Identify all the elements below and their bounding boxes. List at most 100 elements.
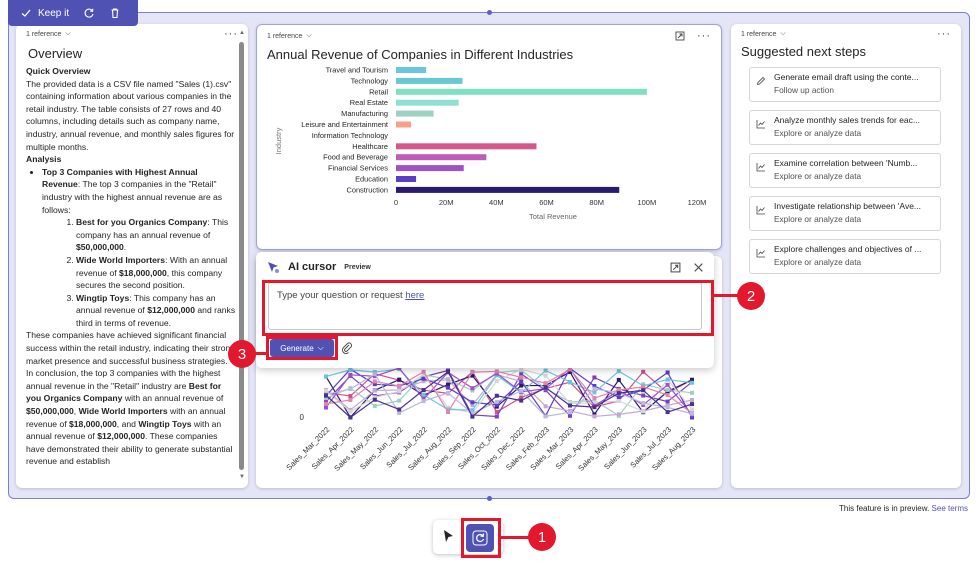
series-line[interactable]: [325, 367, 693, 418]
data-point[interactable]: [665, 387, 670, 392]
data-point[interactable]: [616, 387, 621, 392]
data-point[interactable]: [494, 402, 499, 407]
data-point[interactable]: [519, 388, 524, 393]
data-point[interactable]: [641, 393, 646, 398]
scroll-up-icon[interactable]: ▲: [239, 30, 245, 36]
data-point[interactable]: [665, 410, 670, 415]
data-point[interactable]: [616, 395, 621, 400]
here-link[interactable]: here: [405, 290, 425, 301]
data-point[interactable]: [592, 398, 597, 403]
series-line[interactable]: [325, 369, 693, 417]
data-point[interactable]: [616, 399, 621, 404]
data-point[interactable]: [641, 384, 646, 389]
next-step-item[interactable]: Generate email draft using the conte... F…: [749, 67, 941, 102]
more-options-icon[interactable]: ···: [937, 28, 951, 40]
expand-icon[interactable]: [675, 31, 685, 41]
data-point[interactable]: [592, 375, 597, 380]
data-point[interactable]: [519, 372, 524, 377]
data-point[interactable]: [690, 411, 694, 416]
data-point[interactable]: [372, 403, 377, 408]
data-point[interactable]: [446, 385, 450, 390]
data-point[interactable]: [519, 367, 524, 372]
data-point[interactable]: [446, 369, 450, 374]
pointer-icon[interactable]: [443, 529, 455, 543]
data-point[interactable]: [421, 369, 426, 374]
data-point[interactable]: [592, 383, 597, 388]
data-point[interactable]: [616, 391, 621, 396]
data-point[interactable]: [641, 401, 646, 406]
data-point[interactable]: [348, 394, 353, 399]
data-point[interactable]: [641, 369, 646, 374]
data-point[interactable]: [397, 410, 402, 415]
next-step-item[interactable]: Examine correlation between 'Numb... Expl…: [749, 153, 941, 188]
keep-it-button[interactable]: Keep it: [20, 7, 69, 19]
data-point[interactable]: [421, 372, 426, 377]
series-line[interactable]: [325, 368, 693, 411]
data-point[interactable]: [519, 375, 524, 380]
data-point[interactable]: [324, 399, 328, 404]
resize-handle-bottom[interactable]: [487, 496, 492, 501]
data-point[interactable]: [470, 414, 475, 419]
data-point[interactable]: [543, 368, 548, 373]
data-point[interactable]: [568, 401, 572, 406]
scrollbar-thumb[interactable]: [239, 42, 244, 470]
data-point[interactable]: [470, 388, 475, 393]
data-point[interactable]: [690, 377, 694, 382]
bar[interactable]: [396, 154, 487, 161]
data-point[interactable]: [324, 388, 328, 393]
bar[interactable]: [396, 143, 537, 150]
data-point[interactable]: [372, 397, 377, 402]
next-step-item[interactable]: Explore challenges and objectives of ...…: [749, 239, 941, 274]
bar[interactable]: [396, 121, 412, 128]
data-point[interactable]: [421, 392, 426, 397]
data-point[interactable]: [690, 390, 694, 395]
data-point[interactable]: [324, 396, 328, 401]
data-point[interactable]: [494, 399, 499, 404]
bar[interactable]: [396, 77, 463, 84]
series-line[interactable]: [325, 370, 693, 413]
data-point[interactable]: [446, 410, 450, 415]
data-point[interactable]: [592, 386, 597, 391]
data-point[interactable]: [592, 414, 597, 419]
data-point[interactable]: [470, 400, 475, 405]
data-point[interactable]: [616, 369, 621, 374]
data-point[interactable]: [397, 407, 402, 412]
data-point[interactable]: [421, 399, 426, 404]
data-point[interactable]: [421, 379, 426, 384]
data-point[interactable]: [348, 409, 353, 414]
data-point[interactable]: [397, 366, 402, 371]
data-point[interactable]: [690, 380, 694, 385]
data-point[interactable]: [348, 372, 353, 377]
bar[interactable]: [396, 67, 427, 73]
data-point[interactable]: [543, 404, 548, 409]
data-point[interactable]: [519, 379, 524, 384]
data-point[interactable]: [397, 377, 402, 382]
data-point[interactable]: [372, 374, 377, 379]
data-point[interactable]: [690, 402, 694, 407]
data-point[interactable]: [324, 401, 328, 406]
data-point[interactable]: [470, 373, 475, 378]
data-point[interactable]: [372, 382, 377, 387]
ai-cursor-button[interactable]: [466, 524, 494, 552]
data-point[interactable]: [348, 367, 353, 372]
data-point[interactable]: [348, 397, 353, 402]
data-point[interactable]: [372, 372, 377, 377]
next-step-item[interactable]: Analyze monthly sales trends for eac... E…: [749, 110, 941, 145]
data-point[interactable]: [543, 385, 548, 390]
data-point[interactable]: [665, 405, 670, 410]
data-point[interactable]: [494, 409, 499, 414]
data-point[interactable]: [568, 413, 572, 418]
data-point[interactable]: [616, 412, 621, 417]
data-point[interactable]: [324, 405, 328, 410]
data-point[interactable]: [543, 383, 548, 388]
series-line[interactable]: [325, 373, 693, 417]
data-point[interactable]: [568, 367, 572, 372]
data-point[interactable]: [494, 414, 499, 419]
data-point[interactable]: [543, 381, 548, 386]
data-point[interactable]: [568, 369, 572, 374]
bar[interactable]: [396, 99, 459, 106]
data-point[interactable]: [641, 409, 646, 414]
data-point[interactable]: [568, 379, 572, 384]
generate-button[interactable]: Generate ⌵: [270, 339, 334, 357]
data-point[interactable]: [372, 388, 377, 393]
